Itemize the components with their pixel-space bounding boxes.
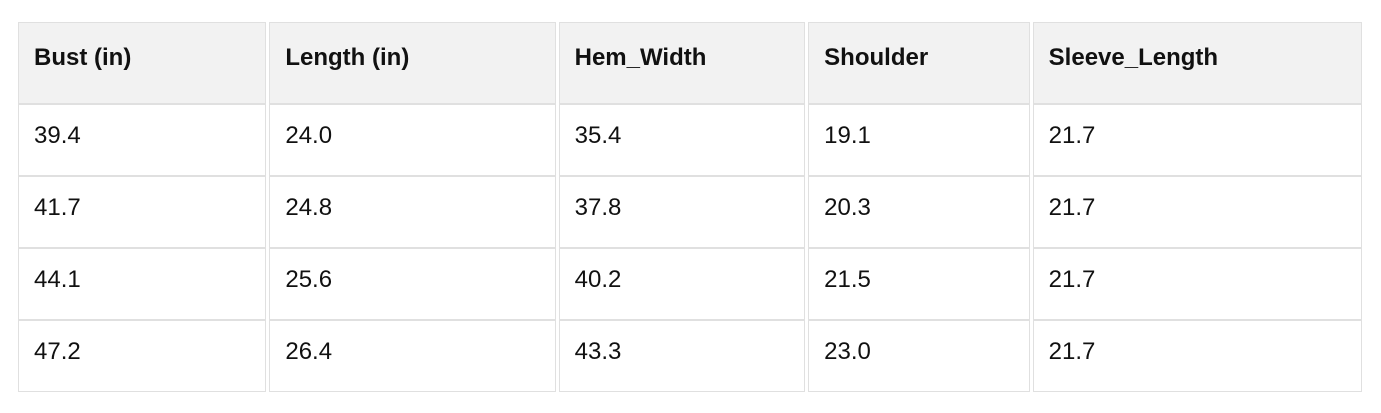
table-row: 47.2 26.4 43.3 23.0 21.7: [18, 320, 1362, 392]
table-cell: 41.7: [18, 176, 267, 248]
table-cell: 21.7: [1032, 176, 1362, 248]
table-cell: 44.1: [18, 248, 267, 320]
table-cell: 24.0: [269, 104, 556, 176]
table-cell: 24.8: [269, 176, 556, 248]
table-cell: 26.4: [269, 320, 556, 392]
table-cell: 21.7: [1032, 248, 1362, 320]
column-header-length: Length (in): [269, 22, 556, 104]
table-cell: 19.1: [808, 104, 1030, 176]
table-cell: 21.7: [1032, 320, 1362, 392]
table-row: 41.7 24.8 37.8 20.3 21.7: [18, 176, 1362, 248]
table-cell: 20.3: [808, 176, 1030, 248]
table-cell: 40.2: [558, 248, 806, 320]
column-header-sleeve-length: Sleeve_Length: [1032, 22, 1362, 104]
table-cell: 21.7: [1032, 104, 1362, 176]
table-cell: 25.6: [269, 248, 556, 320]
table-cell: 47.2: [18, 320, 267, 392]
table-row: 39.4 24.0 35.4 19.1 21.7: [18, 104, 1362, 176]
table-cell: 23.0: [808, 320, 1030, 392]
column-header-shoulder: Shoulder: [808, 22, 1030, 104]
table-cell: 39.4: [18, 104, 267, 176]
column-header-hem-width: Hem_Width: [558, 22, 806, 104]
table-row: 44.1 25.6 40.2 21.5 21.7: [18, 248, 1362, 320]
table-cell: 43.3: [558, 320, 806, 392]
header-row: Bust (in) Length (in) Hem_Width Shoulder…: [18, 22, 1362, 104]
column-header-bust: Bust (in): [18, 22, 267, 104]
table-cell: 37.8: [558, 176, 806, 248]
measurements-table: Bust (in) Length (in) Hem_Width Shoulder…: [15, 22, 1365, 392]
table-cell: 21.5: [808, 248, 1030, 320]
table-cell: 35.4: [558, 104, 806, 176]
